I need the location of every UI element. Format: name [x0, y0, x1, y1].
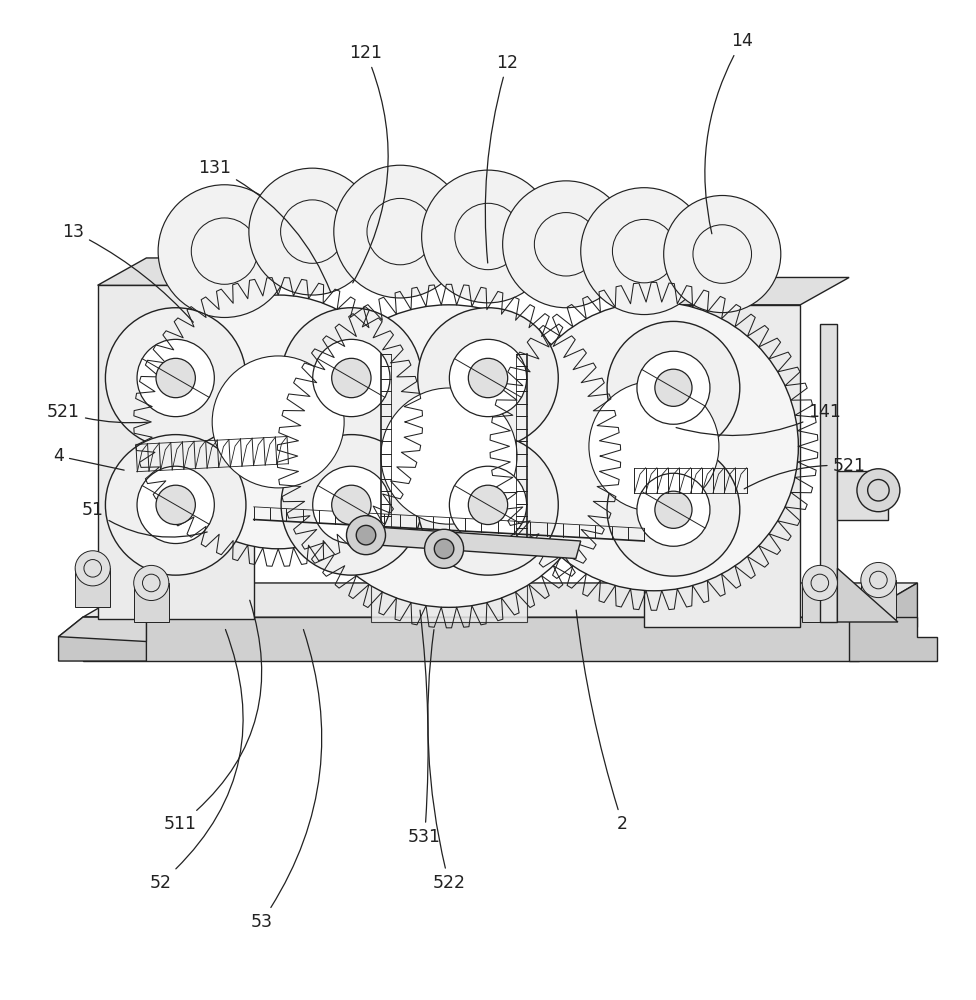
Polygon shape [134, 583, 169, 622]
Text: 12: 12 [485, 54, 518, 263]
Polygon shape [59, 617, 146, 661]
Polygon shape [644, 277, 849, 305]
Polygon shape [861, 580, 896, 619]
Text: 141: 141 [676, 403, 841, 435]
Text: 51: 51 [82, 501, 207, 537]
Circle shape [503, 181, 630, 308]
Circle shape [468, 485, 508, 525]
Circle shape [134, 565, 169, 601]
Polygon shape [837, 568, 898, 622]
Text: 522: 522 [427, 630, 466, 892]
Polygon shape [802, 583, 837, 622]
Circle shape [468, 358, 508, 398]
Circle shape [158, 185, 291, 317]
Text: 511: 511 [164, 600, 262, 833]
Text: 2: 2 [576, 610, 629, 833]
Circle shape [802, 565, 837, 601]
Circle shape [381, 388, 517, 524]
Polygon shape [98, 258, 303, 285]
Circle shape [334, 165, 467, 298]
Polygon shape [820, 324, 837, 622]
Polygon shape [859, 583, 917, 661]
Circle shape [581, 188, 708, 315]
Polygon shape [75, 568, 110, 607]
Circle shape [332, 358, 371, 398]
Circle shape [589, 381, 719, 511]
Circle shape [664, 195, 781, 313]
Circle shape [356, 525, 376, 545]
Polygon shape [849, 617, 937, 661]
Polygon shape [644, 305, 800, 627]
Circle shape [449, 466, 527, 544]
Circle shape [418, 435, 558, 575]
Text: 521: 521 [744, 457, 866, 489]
Circle shape [156, 358, 195, 398]
Circle shape [151, 295, 405, 549]
Polygon shape [59, 617, 146, 642]
Circle shape [861, 562, 896, 598]
Circle shape [281, 308, 422, 448]
Circle shape [281, 435, 422, 575]
Circle shape [212, 356, 345, 488]
Polygon shape [837, 471, 888, 520]
Circle shape [298, 305, 600, 607]
Text: 4: 4 [53, 447, 124, 470]
Text: 14: 14 [705, 32, 752, 234]
Polygon shape [83, 583, 917, 617]
Circle shape [137, 339, 215, 417]
Circle shape [346, 516, 386, 555]
Polygon shape [361, 526, 581, 559]
Circle shape [422, 170, 554, 303]
Text: 52: 52 [150, 629, 243, 892]
Circle shape [425, 529, 464, 568]
Circle shape [332, 485, 371, 525]
Circle shape [607, 321, 740, 454]
Text: 121: 121 [349, 44, 388, 283]
Circle shape [312, 339, 390, 417]
Circle shape [607, 443, 740, 576]
Circle shape [509, 302, 798, 591]
Text: 53: 53 [251, 630, 322, 931]
Circle shape [637, 473, 710, 546]
Circle shape [449, 339, 527, 417]
Circle shape [418, 308, 558, 448]
Polygon shape [371, 324, 527, 622]
Text: 531: 531 [408, 610, 441, 846]
Text: 131: 131 [198, 159, 331, 292]
Text: 13: 13 [62, 223, 193, 322]
Polygon shape [83, 617, 859, 661]
Circle shape [655, 491, 692, 528]
Text: 521: 521 [47, 403, 148, 423]
Circle shape [312, 466, 390, 544]
Circle shape [105, 308, 246, 448]
Circle shape [75, 551, 110, 586]
Circle shape [434, 539, 454, 559]
Circle shape [655, 369, 692, 406]
Circle shape [857, 469, 900, 512]
Circle shape [137, 466, 215, 544]
Circle shape [156, 485, 195, 525]
Circle shape [249, 168, 376, 295]
Polygon shape [98, 285, 254, 619]
Circle shape [637, 351, 710, 424]
Circle shape [105, 435, 246, 575]
